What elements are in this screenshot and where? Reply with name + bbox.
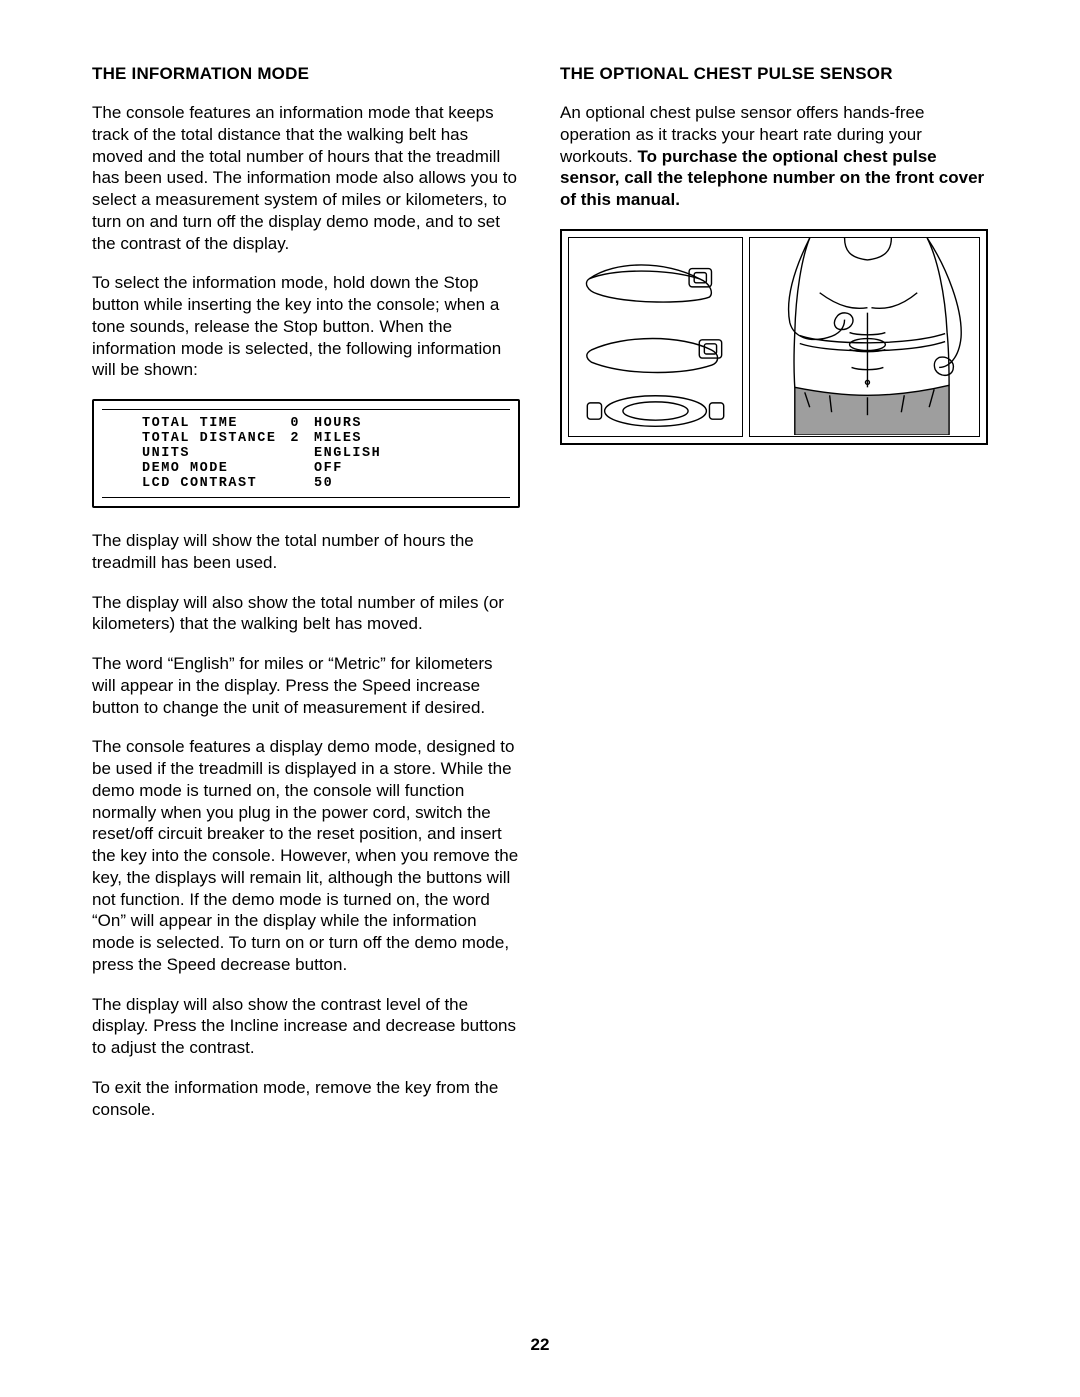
display-row: TOTAL DISTANCE 2 MILES: [142, 431, 395, 446]
display-value: [290, 446, 314, 461]
info-mode-p8: To exit the information mode, remove the…: [92, 1077, 520, 1121]
pulse-sensor-heading: THE OPTIONAL CHEST PULSE SENSOR: [560, 64, 988, 84]
lcd-display-box: TOTAL TIME 0 HOURS TOTAL DISTANCE 2 MILE…: [92, 399, 520, 508]
lcd-display-table: TOTAL TIME 0 HOURS TOTAL DISTANCE 2 MILE…: [142, 416, 395, 491]
info-mode-p2: To select the information mode, hold dow…: [92, 272, 520, 381]
lcd-display-inner: TOTAL TIME 0 HOURS TOTAL DISTANCE 2 MILE…: [102, 409, 510, 498]
display-label: UNITS: [142, 446, 290, 461]
pulse-sensor-p1: An optional chest pulse sensor offers ha…: [560, 102, 988, 211]
info-mode-p7: The display will also show the contrast …: [92, 994, 520, 1059]
left-column: THE INFORMATION MODE The console feature…: [92, 64, 520, 1138]
display-value: 2: [290, 431, 314, 446]
display-row: UNITS ENGLISH: [142, 446, 395, 461]
display-value: [290, 476, 314, 491]
info-mode-p6: The console features a display demo mode…: [92, 736, 520, 975]
display-row: DEMO MODE OFF: [142, 461, 395, 476]
display-unit: OFF: [314, 461, 395, 476]
info-mode-p3: The display will show the total number o…: [92, 530, 520, 574]
info-mode-heading: THE INFORMATION MODE: [92, 64, 520, 84]
illustration-panel-straps: [568, 237, 743, 437]
display-label: TOTAL DISTANCE: [142, 431, 290, 446]
display-label: TOTAL TIME: [142, 416, 290, 431]
display-row: LCD CONTRAST 50: [142, 476, 395, 491]
display-unit: ENGLISH: [314, 446, 395, 461]
page-number: 22: [0, 1335, 1080, 1355]
display-label: DEMO MODE: [142, 461, 290, 476]
display-value: 0: [290, 416, 314, 431]
display-unit: MILES: [314, 431, 395, 446]
illustration-box: [560, 229, 988, 445]
right-column: THE OPTIONAL CHEST PULSE SENSOR An optio…: [560, 64, 988, 1138]
display-value: [290, 461, 314, 476]
chest-strap-icon: [569, 238, 742, 440]
info-mode-p4: The display will also show the total num…: [92, 592, 520, 636]
info-mode-p5: The word “English” for miles or “Metric”…: [92, 653, 520, 718]
display-unit: HOURS: [314, 416, 395, 431]
display-label: LCD CONTRAST: [142, 476, 290, 491]
info-mode-p1: The console features an information mode…: [92, 102, 520, 254]
person-chest-strap-icon: [750, 238, 979, 435]
display-unit: 50: [314, 476, 395, 491]
illustration-panel-person: [749, 237, 980, 437]
display-row: TOTAL TIME 0 HOURS: [142, 416, 395, 431]
